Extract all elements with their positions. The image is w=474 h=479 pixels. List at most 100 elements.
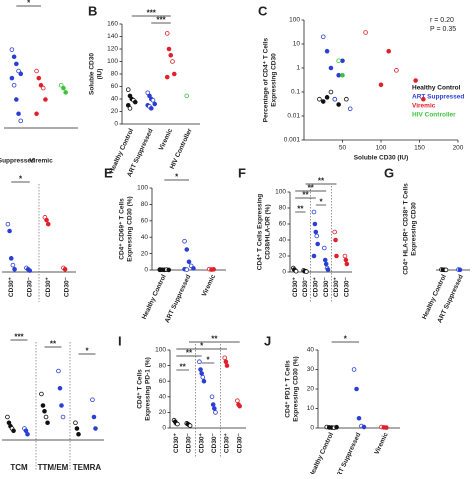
data-point	[132, 99, 138, 105]
data-point	[62, 266, 68, 272]
data-point	[42, 408, 47, 414]
y-tick-label: 0.001	[284, 137, 301, 144]
data-point	[199, 371, 204, 376]
data-point	[157, 267, 163, 273]
y-tick-label: 40	[307, 347, 315, 354]
x-tick-label: ART Suppressed	[164, 274, 192, 324]
data-point	[74, 426, 80, 431]
data-point	[213, 410, 218, 415]
data-point	[457, 267, 463, 273]
data-point	[344, 96, 349, 102]
legend-label: ART Suppressed	[412, 94, 464, 101]
panel-letter: E	[104, 165, 113, 180]
data-point	[334, 424, 339, 430]
x-tick-label: Viremic	[158, 127, 174, 151]
data-point	[320, 99, 326, 104]
data-point	[386, 48, 392, 54]
data-point	[11, 428, 16, 434]
x-tick-label: CD30⁺	[198, 432, 205, 453]
data-point	[18, 71, 24, 77]
data-point	[201, 378, 207, 384]
y-axis-label: CD38/HLA-DR (%)	[265, 204, 272, 259]
x-tick-label: CD30⁺	[313, 276, 320, 297]
data-point	[363, 30, 368, 35]
data-point	[44, 217, 49, 223]
data-point	[222, 355, 228, 361]
data-point	[40, 403, 46, 408]
y-tick-label: 20	[111, 108, 119, 115]
y-axis-label: Soluble CD30	[89, 53, 96, 95]
significance-label: **	[302, 191, 309, 200]
data-point	[184, 247, 190, 252]
y-tick-label: 20	[307, 386, 315, 393]
data-point	[184, 93, 190, 99]
data-point	[166, 46, 172, 52]
data-point	[186, 259, 192, 265]
y-tick-label: 80	[279, 205, 287, 212]
y-tick-label: 160	[107, 21, 118, 28]
y-axis-label: Expressing CD30 (%)	[293, 356, 300, 421]
data-point	[14, 61, 19, 67]
data-point	[347, 106, 353, 112]
data-point	[324, 95, 330, 100]
significance-label: **	[318, 177, 325, 186]
y-tick-label: 20	[279, 253, 287, 260]
significance-label: ***	[156, 16, 166, 25]
data-point	[5, 414, 10, 420]
x-tick-label: 100	[376, 145, 387, 152]
panel-letter: J	[264, 333, 271, 348]
y-axis-label: CD4⁺ CD69⁺ T Cells	[119, 198, 126, 260]
legend-label: Viremic	[412, 103, 436, 110]
data-point	[60, 414, 66, 420]
data-point	[27, 268, 33, 273]
data-point	[11, 54, 17, 60]
significance-label: **	[50, 340, 57, 349]
y-axis-label: CD4⁺ HLA-DR⁺ CD38⁺ T Cells	[403, 183, 410, 275]
x-tick-label: CD30⁻	[344, 276, 351, 297]
data-point	[43, 414, 49, 420]
y-axis-label: Expressing PD-1 (%)	[145, 357, 152, 421]
y-axis-label: Expressing CD30	[271, 53, 278, 107]
data-point	[91, 414, 97, 420]
y-axis-label: Percentage of CD4⁺ T Cells	[263, 37, 270, 122]
data-point	[340, 58, 345, 64]
x-axis-label: Soluble CD30 (IU)	[354, 155, 409, 162]
data-point	[354, 386, 359, 392]
data-point	[14, 97, 19, 102]
significance-label: **	[297, 205, 304, 214]
data-point	[39, 391, 44, 397]
data-point	[336, 72, 341, 78]
data-point	[336, 58, 341, 64]
data-point	[148, 106, 154, 111]
y-tick-label: 140	[107, 33, 118, 40]
data-point	[356, 415, 362, 421]
data-point	[332, 96, 338, 102]
x-tick-label: CD30⁺	[224, 432, 231, 453]
data-point	[322, 245, 327, 251]
data-point	[224, 363, 230, 368]
significance-label: **	[186, 349, 193, 358]
y-tick-label: 10	[307, 405, 315, 412]
y-tick-label: 40	[279, 237, 287, 244]
data-point	[63, 90, 68, 95]
x-tick-label: CD30⁺	[8, 276, 15, 297]
annotation: P = 0.35	[430, 26, 456, 33]
data-point	[73, 420, 78, 426]
x-tick-label: CD30⁻	[63, 276, 70, 297]
data-point	[328, 65, 334, 71]
data-point	[210, 402, 216, 407]
y-tick-label: 30	[307, 366, 315, 373]
y-tick-label: 40	[141, 234, 149, 241]
data-point	[56, 368, 61, 374]
y-tick-label: 0.1	[291, 89, 300, 96]
y-tick-label: 80	[111, 71, 119, 78]
data-point	[378, 82, 384, 88]
y-tick-label: 20	[141, 250, 149, 257]
data-point	[323, 261, 329, 267]
x-tick-label: ART Suppressed	[334, 432, 362, 474]
significance-label: *	[175, 173, 179, 182]
data-point	[317, 96, 322, 102]
data-point	[76, 431, 81, 437]
panel-letter: F	[238, 165, 246, 180]
data-point	[312, 221, 318, 227]
